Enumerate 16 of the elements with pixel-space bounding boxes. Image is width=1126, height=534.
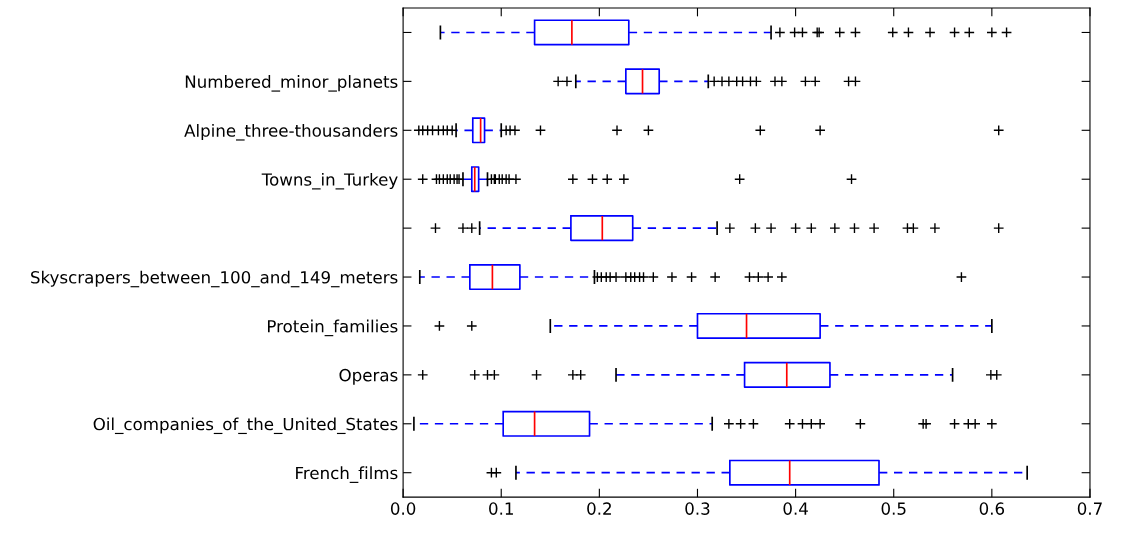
y-tick-label: Alpine_three-thousanders: [184, 123, 398, 141]
y-tick-label: Numbered_minor_planets: [185, 75, 398, 92]
y-tick-label: Protein_families: [267, 319, 398, 337]
x-tick-label: 0.6: [979, 502, 1005, 515]
x-tick-label: 0.7: [1077, 502, 1102, 515]
x-tick-label: 0.4: [783, 502, 808, 515]
y-tick-label: French_films: [296, 466, 398, 483]
y-tick-label: Oil_companies_of_the_United_States: [93, 417, 398, 435]
x-tick-label: 0.5: [881, 502, 906, 515]
y-tick-label: Skyscrapers_between_100_and_149_meters: [31, 270, 398, 288]
x-tick-label: 0.1: [489, 502, 513, 515]
y-tick-label: Towns_in_Turkey: [261, 172, 398, 190]
x-tick-label: 0.3: [685, 502, 710, 515]
x-tick-label: 0.0: [390, 502, 416, 515]
y-tick-label: Operas: [339, 368, 398, 385]
x-tick-label: 0.2: [587, 502, 611, 515]
